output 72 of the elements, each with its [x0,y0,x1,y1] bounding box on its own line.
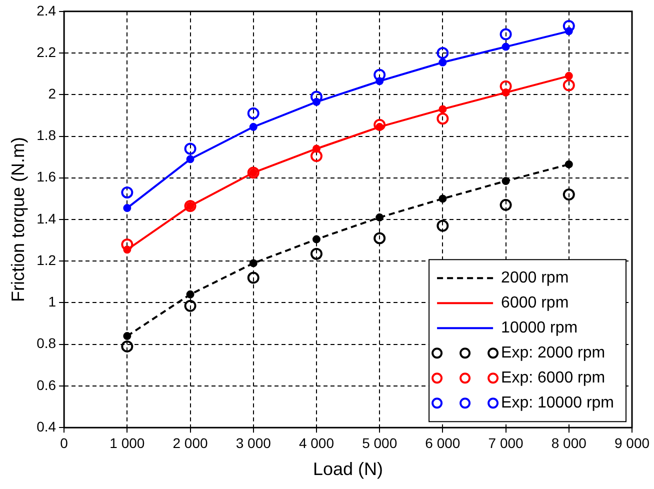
point [184,142,196,155]
y-tick-label: 0.4 [36,418,56,434]
x-tick-label: 5 000 [362,434,398,451]
point [184,300,196,312]
y-tick-label: 2.4 [36,2,56,18]
point [436,220,449,232]
point [438,194,447,203]
point [186,155,194,164]
x-tick-label: 3 000 [236,434,272,451]
point [500,28,512,40]
legend-label: 2000 rpm [501,270,569,287]
point [123,246,132,254]
point [500,198,512,211]
point [186,290,194,298]
point [562,20,575,32]
point [249,122,258,131]
point [312,98,320,106]
point [310,90,322,103]
point [249,259,258,268]
legend-label: Exp: 6000 rpm [501,370,606,387]
point [438,58,447,66]
point [121,186,134,198]
point [500,80,512,92]
legend-label: Exp: 2000 rpm [501,344,606,362]
point [376,77,384,86]
point [436,112,449,125]
point [374,68,386,81]
y-axis-title: Friction torque (N.m) [8,136,28,302]
legend-label: 6000 rpm [501,294,569,312]
y-tick-label: 1 [48,294,56,310]
point [310,150,322,162]
x-axis-title: Load (N) [313,459,384,480]
x-tick-label: 8 000 [551,434,587,451]
point [502,42,510,51]
x-tick-label: 0 [60,434,68,451]
point [438,105,447,114]
x-tick-label: 7 000 [488,434,524,451]
point [247,272,260,284]
y-tick-label: 2 [48,86,56,102]
point [374,232,386,244]
y-tick-label: 0.8 [36,335,56,352]
x-tick-label: 1 000 [110,434,145,451]
x-tick-label: 4 000 [298,434,334,451]
legend-label: 10000 rpm [501,320,578,337]
x-tick-label: 6 000 [425,434,460,451]
x-tick-label: 9 000 [614,434,650,451]
point [374,118,386,131]
legend-label: Exp: 10000 rpm [501,394,614,412]
point [562,188,575,201]
point [562,79,575,92]
point [376,213,384,222]
point [121,340,134,352]
point [121,238,134,250]
point [123,332,132,340]
y-tick-label: 1.8 [36,127,56,144]
point [564,27,573,36]
y-tick-label: 1.6 [36,168,56,185]
point [247,107,260,120]
y-tick-label: 2.2 [36,44,56,60]
point [502,88,510,97]
y-tick-label: 0.6 [36,376,56,393]
point [312,144,320,153]
point [564,160,573,168]
x-tick-label: 2 000 [172,434,208,451]
point [310,248,322,260]
point [564,72,573,80]
y-tick-label: 1.2 [36,252,56,268]
point [436,47,449,60]
point [123,204,132,212]
point [502,177,510,185]
y-tick-label: 1.4 [36,210,56,226]
point [312,235,320,244]
